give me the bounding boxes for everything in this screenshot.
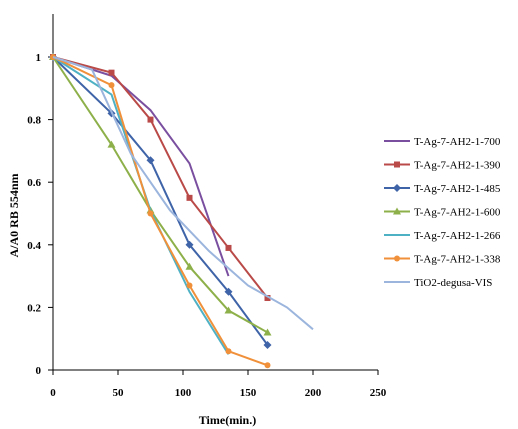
series-line [52, 56, 268, 334]
data-point [224, 287, 233, 296]
series-3 [49, 53, 272, 336]
data-point [225, 244, 232, 251]
series-line [52, 56, 269, 299]
x-tick-label: 150 [240, 387, 257, 399]
y-tick-label: 1 [36, 52, 42, 64]
data-point [263, 328, 272, 336]
data-point [146, 156, 155, 165]
series-1 [50, 54, 271, 302]
legend-marker [393, 207, 401, 215]
y-tick-label: 0 [36, 365, 42, 377]
legend-marker [393, 184, 401, 192]
x-tick-label: 200 [305, 387, 322, 399]
x-tick-label: 50 [113, 387, 125, 399]
legend-item: TiO2-degusa-VIS [384, 277, 492, 289]
x-tick-label: 100 [175, 387, 192, 399]
y-tick-label: 0.4 [27, 240, 41, 252]
legend-marker [394, 161, 400, 168]
data-point [186, 282, 193, 289]
legend-label: T-Ag-7-AH2-1-700 [414, 136, 501, 148]
data-point [225, 348, 232, 355]
data-point [224, 306, 233, 314]
legend: T-Ag-7-AH2-1-700 T-Ag-7-AH2-1-390 T-Ag-7-A… [384, 136, 501, 289]
series-5 [50, 54, 271, 369]
legend-item: T-Ag-7-AH2-1-700 [384, 136, 501, 148]
legend-label: TiO2-degusa-VIS [414, 277, 492, 289]
legend-label: T-Ag-7-AH2-1-485 [414, 183, 501, 195]
data-point [108, 82, 115, 89]
legend-item: T-Ag-7-AH2-1-390 [384, 160, 501, 172]
series-line [52, 56, 269, 346]
series-line [52, 56, 314, 331]
data-point [264, 295, 271, 302]
data-point [107, 140, 116, 148]
data-point [147, 210, 154, 217]
x-axis-title: Time(min.) [199, 413, 256, 427]
y-tick-label: 0.2 [27, 302, 41, 314]
x-tick-label: 0 [50, 387, 56, 399]
data-point [147, 116, 154, 123]
y-axis-title: A/A0 RB 554nm [7, 173, 21, 257]
legend-label: T-Ag-7-AH2-1-390 [414, 160, 501, 172]
legend-item: T-Ag-7-AH2-1-266 [384, 230, 501, 242]
legend-item: T-Ag-7-AH2-1-485 [384, 183, 501, 195]
legend-marker [394, 255, 400, 262]
legend-item: T-Ag-7-AH2-1-600 [384, 207, 501, 219]
data-point [264, 362, 271, 369]
data-point [263, 340, 272, 349]
data-point [185, 262, 194, 270]
data-point [186, 194, 193, 201]
y-tick-label: 0.6 [27, 177, 41, 189]
data-point [185, 240, 194, 249]
x-tick-label: 250 [370, 387, 387, 399]
data-point [108, 69, 115, 76]
legend-label: T-Ag-7-AH2-1-338 [414, 254, 501, 266]
legend-item: T-Ag-7-AH2-1-338 [384, 254, 501, 266]
y-tick-label: 0.8 [27, 115, 41, 127]
series-6 [52, 56, 314, 331]
legend-label: T-Ag-7-AH2-1-600 [414, 207, 501, 219]
plot-area [49, 53, 314, 369]
series-2 [49, 53, 272, 349]
axes: 0 50 100 150 200 250 0 0.2 0.4 0.6 0.8 1 [27, 14, 387, 399]
series-line [52, 56, 268, 367]
legend-label: T-Ag-7-AH2-1-266 [414, 230, 501, 242]
